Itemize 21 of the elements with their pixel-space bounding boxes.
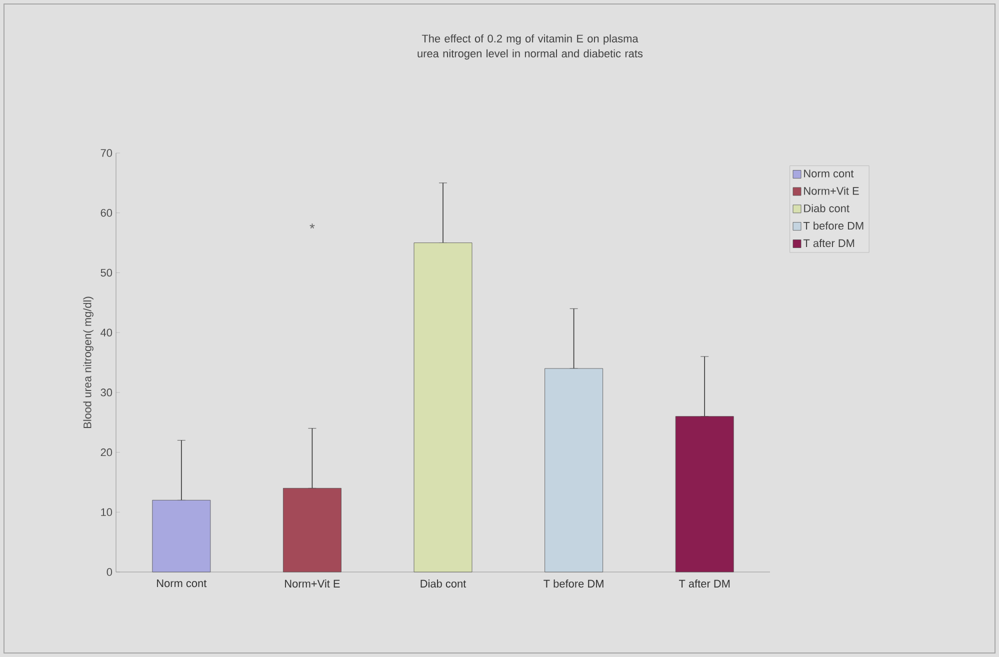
y-tick-label: 30: [100, 388, 112, 396]
x-tick-label: T after DM: [678, 580, 730, 588]
y-tick-label: 50: [100, 268, 112, 277]
chart-title: The effect of 0.2 mg of vitamin E on plasma urea nitrogen level in normal and diabetic rats: [418, 34, 643, 60]
legend-label: Norm+Vit E: [804, 186, 859, 195]
y-tick-label: 70: [100, 149, 112, 157]
y-tick-label: 20: [100, 448, 112, 456]
x-tick-label: T before DM: [544, 580, 604, 588]
annotation: *: [310, 224, 315, 229]
legend-label: Diab cont: [804, 204, 850, 212]
y-tick-label: 0: [106, 568, 112, 576]
x-tick-label: Norm cont: [157, 580, 207, 588]
y-tick-label: 10: [101, 508, 112, 516]
y-tick-label: 60: [100, 208, 112, 217]
legend-label: Norm cont: [804, 170, 854, 178]
y-axis-title: Blood urea nitrogen( mg/dl): [83, 296, 94, 428]
x-tick-label: Diab cont: [420, 580, 466, 588]
legend-label: T before DM: [803, 222, 864, 230]
x-tick-label: Norm+Vit E: [285, 580, 340, 588]
y-tick-label: 40: [100, 328, 112, 336]
legend-label: T after DM: [803, 239, 854, 248]
